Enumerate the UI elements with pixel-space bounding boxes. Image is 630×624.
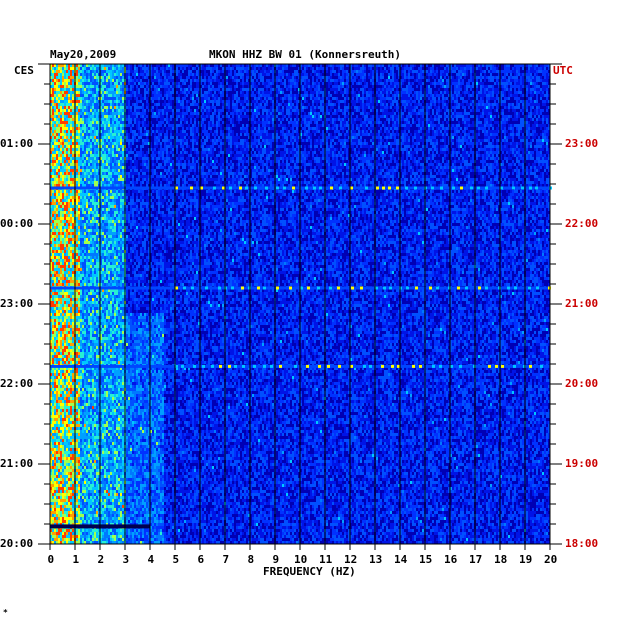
x-tick-label-4: 4: [148, 554, 155, 566]
right-tick-label-4: 19:00: [565, 458, 598, 470]
x-tick-label-15: 15: [419, 554, 432, 566]
x-tick-label-2: 2: [98, 554, 105, 566]
right-tick-label-1: 22:00: [565, 218, 598, 230]
right-axis-label: UTC: [553, 65, 573, 77]
left-tick-label-4: 21:00: [0, 458, 33, 470]
x-tick-label-12: 12: [344, 554, 357, 566]
x-tick-label-3: 3: [123, 554, 130, 566]
station-title: MKON HHZ BW 01 (Konnersreuth): [209, 49, 401, 61]
x-tick-label-14: 14: [394, 554, 407, 566]
x-tick-label-5: 5: [173, 554, 180, 566]
left-tick-label-1: 00:00: [0, 218, 33, 230]
x-tick-label-7: 7: [223, 554, 230, 566]
x-tick-label-18: 18: [494, 554, 507, 566]
x-tick-label-19: 19: [519, 554, 532, 566]
left-tick-label-3: 22:00: [0, 378, 33, 390]
x-tick-label-1: 1: [73, 554, 80, 566]
left-axis-label: CES: [14, 65, 34, 77]
right-tick-label-2: 21:00: [565, 298, 598, 310]
date-label: May20,2009: [50, 49, 116, 61]
x-tick-label-20: 20: [544, 554, 557, 566]
x-tick-label-17: 17: [469, 554, 482, 566]
x-tick-label-8: 8: [248, 554, 255, 566]
left-tick-label-0: 01:00: [0, 138, 33, 150]
x-axis-label: FREQUENCY (HZ): [263, 566, 356, 578]
x-tick-label-11: 11: [319, 554, 332, 566]
x-tick-label-0: 0: [48, 554, 55, 566]
left-tick-label-2: 23:00: [0, 298, 33, 310]
x-tick-label-9: 9: [273, 554, 280, 566]
x-tick-label-16: 16: [444, 554, 457, 566]
frequency-grid: [50, 64, 550, 544]
right-tick-label-0: 23:00: [565, 138, 598, 150]
left-tick-label-5: 20:00: [0, 538, 33, 550]
right-tick-label-3: 20:00: [565, 378, 598, 390]
corner-mark: *: [3, 607, 8, 619]
right-tick-label-5: 18:00: [565, 538, 598, 550]
x-tick-label-6: 6: [198, 554, 205, 566]
x-tick-label-10: 10: [294, 554, 307, 566]
x-tick-label-13: 13: [369, 554, 382, 566]
